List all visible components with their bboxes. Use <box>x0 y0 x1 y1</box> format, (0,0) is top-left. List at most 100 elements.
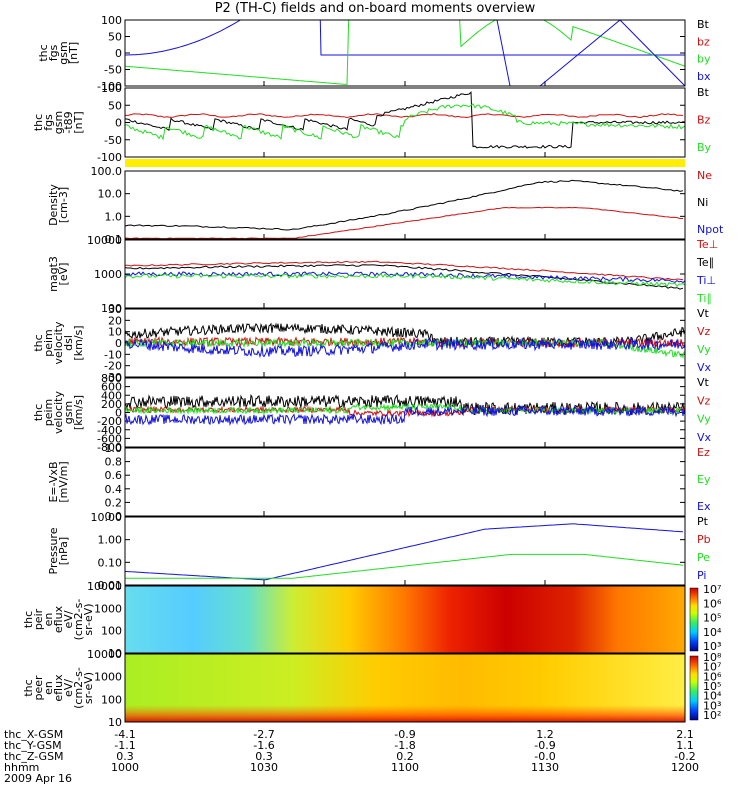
ion-spectrogram <box>125 586 685 653</box>
y-axis-label: eV/ <box>62 610 75 628</box>
y-axis-label: [mV/m] <box>57 461 70 502</box>
y-tick-label: 200 <box>101 398 122 411</box>
y-axis-label: eflux <box>52 674 65 702</box>
y-axis-label: -t89 <box>62 111 75 133</box>
legend-by: by <box>697 53 711 66</box>
ephemeris-value-hhmm: 1030 <box>250 761 278 774</box>
quality-flag-bar <box>125 159 685 167</box>
y-axis-label: thc <box>32 334 45 351</box>
legend-Vx: Vx <box>697 431 712 444</box>
y-tick-label: 400 <box>101 389 122 402</box>
colorbar-label: 10³ <box>703 699 721 712</box>
y-tick-label: 100 <box>101 625 122 638</box>
legend-bx: bx <box>697 70 711 83</box>
y-tick-label: 10000 <box>87 234 122 247</box>
ephemeris-value-x-gsm: -4.1 <box>114 728 135 741</box>
y-axis-label: fgs <box>47 44 60 61</box>
y-axis-label: gsm <box>62 401 75 424</box>
y-axis-label: Density <box>47 184 60 226</box>
y-axis-label: magt3 <box>47 256 60 292</box>
y-axis-label: dsl <box>62 335 75 351</box>
legend-Te∥: Te∥ <box>696 256 714 269</box>
y-axis-label: [nT] <box>67 42 80 64</box>
y-tick-label: 0.1 <box>105 233 123 246</box>
legend-Bt: Bt <box>697 18 710 31</box>
legend-Te⊥: Te⊥ <box>696 238 718 251</box>
legend-Vy: Vy <box>697 413 711 426</box>
date-label: 2009 Apr 16 <box>4 772 73 785</box>
y-tick-label: 50 <box>108 31 122 44</box>
ephemeris-value-y-gsm: 1.1 <box>676 739 694 752</box>
series-Bz <box>125 113 684 119</box>
y-axis-label: thc <box>22 679 35 696</box>
legend-Ni: Ni <box>697 196 708 209</box>
ephemeris-value-hhmm: 1000 <box>111 761 139 774</box>
colorbar-label: 10⁷ <box>703 661 721 674</box>
y-tick-label: 100 <box>101 14 122 27</box>
series-Te-perp <box>125 260 684 281</box>
y-axis-label: thc <box>22 611 35 628</box>
y-tick-label: 50 <box>108 99 122 112</box>
y-tick-label: 10 <box>108 647 122 660</box>
colorbar <box>689 587 699 652</box>
panel-pressure: 10.00 1.00 0.10 0.01 Pressure[nPa] Pt Pb Pe Pi <box>47 511 711 592</box>
y-tick-label: 1000 <box>94 671 122 684</box>
y-axis-label: E=-VxB <box>47 461 60 502</box>
y-tick-label: 0 <box>115 407 122 420</box>
y-tick-label: -400 <box>97 424 122 437</box>
y-axis-label: thc <box>32 404 45 421</box>
y-tick-label: 0.8 <box>105 456 123 469</box>
y-tick-label: 10000 <box>87 648 122 661</box>
series-bx-high <box>496 20 685 86</box>
legend-Bz: Bz <box>697 114 711 127</box>
y-axis-label: fgs <box>42 114 55 131</box>
ephemeris-value-x-gsm: -2.7 <box>253 728 274 741</box>
y-tick-label: -800 <box>97 441 122 454</box>
legend-By: By <box>697 141 712 154</box>
y-axis-label: [nT] <box>72 111 85 133</box>
ephemeris-value-z-gsm: 0.2 <box>396 750 414 763</box>
colorbar-label: 10⁵ <box>703 680 721 693</box>
colorbar-label: 10⁷ <box>703 583 721 596</box>
legend-Vt: Vt <box>697 307 710 320</box>
y-axis-label: sr-eV) <box>82 672 95 704</box>
legend-Ex: Ex <box>697 500 711 513</box>
legend-Vz: Vz <box>697 325 711 338</box>
panel-density: 100.0 10.0 1.0 0.1 Density[cm-3] Ne Ni Npot <box>47 165 724 246</box>
y-axis-label: eV/ <box>62 679 75 697</box>
panel-frame <box>124 19 686 87</box>
legend-Ti⊥: Ti⊥ <box>696 274 716 287</box>
y-axis-label: [km/s] <box>72 395 85 430</box>
series-Ti-perp <box>125 271 685 284</box>
series-by <box>125 20 685 86</box>
legend-Ey: Ey <box>697 473 711 486</box>
colorbar <box>689 655 699 721</box>
legend-Vx: Vx <box>697 361 712 374</box>
y-axis-label: en <box>42 613 55 627</box>
y-tick-label: 1.0 <box>105 442 123 455</box>
series-Pe <box>125 553 684 579</box>
y-axis-label: en <box>42 681 55 695</box>
y-tick-label: 10000 <box>87 580 122 593</box>
ephemeris-label-z: thc_Z-GSM <box>4 750 64 763</box>
legend-Pb: Pb <box>697 533 711 546</box>
y-tick-label: -10 <box>104 348 122 361</box>
panel-temp: 10000 1000 100 magt3[eV] Te⊥ Te∥ Ti⊥ Ti∥ <box>47 234 718 315</box>
ephemeris-value-y-gsm: -1.8 <box>394 739 415 752</box>
y-axis-label: Pressure <box>47 527 60 574</box>
y-tick-label: 10 <box>108 326 122 339</box>
y-tick-label: -20 <box>104 360 122 373</box>
colorbar-label: 10⁸ <box>703 651 722 664</box>
series-bx <box>125 20 685 56</box>
y-axis-label: sr-eV) <box>82 603 95 635</box>
y-axis-label: [km/s] <box>72 325 85 360</box>
y-tick-label: 10.0 <box>98 188 123 201</box>
legend-Ne: Ne <box>697 169 712 182</box>
series-Vx <box>125 337 685 358</box>
y-axis-label: [cm-3] <box>57 187 70 223</box>
colorbar-label: 10⁶ <box>703 670 722 683</box>
y-axis-label: peim <box>42 329 55 357</box>
y-tick-label: -100 <box>97 80 122 93</box>
